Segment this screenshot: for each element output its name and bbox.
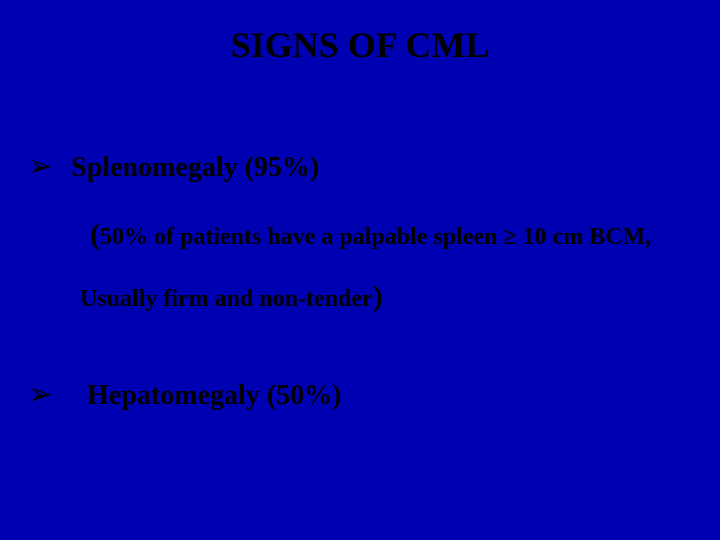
open-paren: ( — [90, 218, 100, 251]
subline-2-text: Usually firm and non-tender — [80, 286, 373, 312]
close-paren: ) — [373, 280, 383, 313]
bullet-text-1: Splenomegaly (95%) — [71, 152, 319, 184]
slide: SIGNS OF CML ➢ Splenomegaly (95%) (50% o… — [0, 0, 720, 540]
bullet-item-2: ➢ Hepatomegaly (50%) — [28, 380, 341, 412]
arrow-bullet-icon: ➢ — [28, 152, 53, 182]
arrow-bullet-icon: ➢ — [28, 380, 53, 410]
subline-1-text: 50% of patients have a palpable spleen ≥… — [100, 224, 651, 250]
bullet-1-subline-2: Usually firm and non-tender) — [80, 280, 383, 314]
bullet-1-subline-1: (50% of patients have a palpable spleen … — [90, 218, 651, 252]
slide-title: SIGNS OF CML — [0, 24, 720, 66]
bullet-item-1: ➢ Splenomegaly (95%) — [28, 152, 319, 184]
bullet-text-2: Hepatomegaly (50%) — [87, 380, 341, 412]
